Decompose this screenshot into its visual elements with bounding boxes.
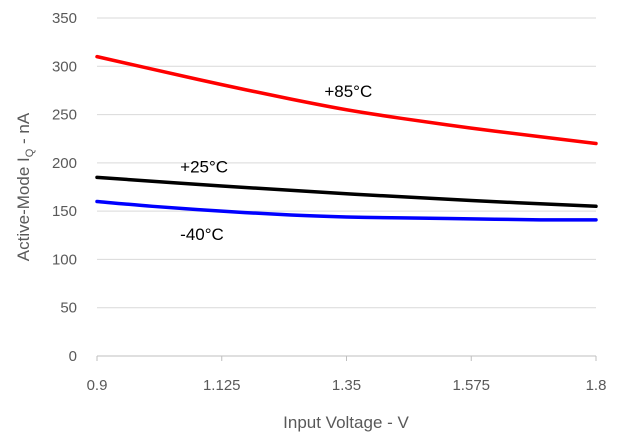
series-lines [95, 54, 598, 222]
x-tick-label: 0.9 [87, 377, 108, 394]
y-tick-label: 250 [52, 107, 77, 124]
series-line-minus40c [95, 199, 598, 222]
series-label-85c: +85°C [324, 82, 372, 101]
y-tick-label: 0 [69, 348, 77, 365]
y-axis-title-subscript: Q [24, 148, 36, 157]
series-labels: +85°C +25°C -40°C [180, 82, 372, 244]
x-tick-labels: 0.9 1.125 1.35 1.575 1.8 [87, 377, 607, 394]
y-axis-title-suffix: - nA [14, 112, 33, 149]
y-tick-label: 100 [52, 251, 77, 268]
x-tick-label: 1.8 [586, 377, 607, 394]
axes [96, 355, 597, 361]
y-tick-label: 300 [52, 58, 77, 75]
x-axis-title: Input Voltage - V [283, 413, 409, 432]
y-tick-label: 200 [52, 155, 77, 172]
y-tick-label: 50 [60, 300, 77, 317]
series-line-25c [95, 175, 598, 209]
series-label-25c: +25°C [180, 158, 228, 177]
x-tick-label: 1.575 [452, 377, 490, 394]
x-tick-label: 1.125 [203, 377, 241, 394]
y-tick-label: 350 [52, 10, 77, 27]
series-label-minus40c: -40°C [180, 225, 224, 244]
y-tick-labels: 0 50 100 150 200 250 300 350 [52, 10, 77, 365]
gridlines [97, 17, 596, 309]
series-line-85c [95, 54, 598, 146]
y-tick-label: 150 [52, 203, 77, 220]
x-tick-label: 1.35 [332, 377, 361, 394]
y-axis-title-main: Active-Mode I [14, 157, 33, 261]
y-axis-title: Active-Mode IQ - nA [14, 112, 36, 261]
